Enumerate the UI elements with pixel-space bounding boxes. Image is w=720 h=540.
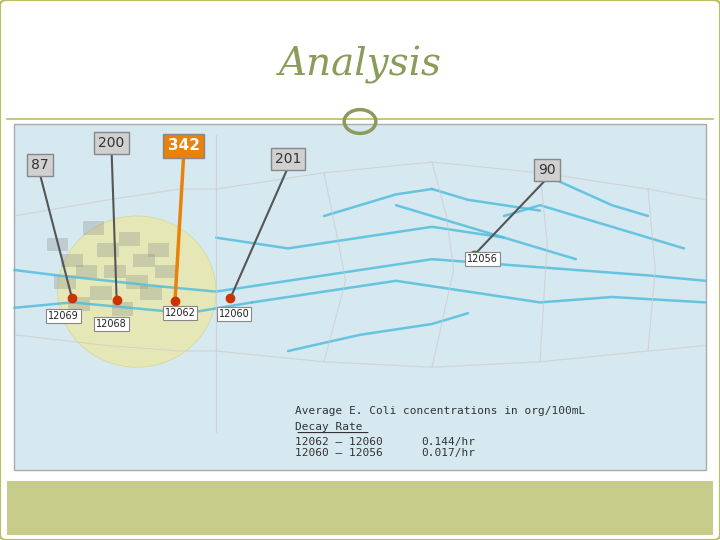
Bar xyxy=(14,124,706,470)
Bar xyxy=(126,275,148,289)
Bar xyxy=(112,302,133,316)
Bar xyxy=(7,481,713,535)
Bar xyxy=(76,265,97,278)
Text: 12069: 12069 xyxy=(48,311,78,321)
Text: 12062 – 12060: 12062 – 12060 xyxy=(295,436,383,447)
Text: 12060: 12060 xyxy=(219,309,249,319)
Text: Decay Rate: Decay Rate xyxy=(295,422,363,432)
Text: 200: 200 xyxy=(99,136,125,150)
Bar xyxy=(140,286,162,300)
Bar xyxy=(90,286,112,300)
Text: 12056: 12056 xyxy=(467,254,498,264)
Bar xyxy=(119,232,140,246)
Text: 12062: 12062 xyxy=(165,308,195,318)
Bar xyxy=(68,297,90,310)
Ellipse shape xyxy=(58,216,216,367)
Text: 12060 – 12056: 12060 – 12056 xyxy=(295,448,383,458)
Text: 0.144/hr: 0.144/hr xyxy=(421,436,475,447)
Bar xyxy=(47,238,68,251)
Bar xyxy=(61,254,83,267)
Bar xyxy=(54,275,76,289)
Text: Average E. Coli concentrations in org/100mL: Average E. Coli concentrations in org/10… xyxy=(295,406,585,416)
Text: 87: 87 xyxy=(31,158,48,172)
Bar xyxy=(148,243,169,256)
Bar xyxy=(133,254,155,267)
Bar xyxy=(83,221,104,235)
Text: Analysis: Analysis xyxy=(279,46,441,84)
Text: 342: 342 xyxy=(168,138,199,153)
Text: 0.017/hr: 0.017/hr xyxy=(421,448,475,458)
Text: 90: 90 xyxy=(539,163,556,177)
Bar xyxy=(104,265,126,278)
Bar xyxy=(155,265,176,278)
Text: 201: 201 xyxy=(275,152,301,166)
Bar xyxy=(97,243,119,256)
Text: 12068: 12068 xyxy=(96,319,127,329)
